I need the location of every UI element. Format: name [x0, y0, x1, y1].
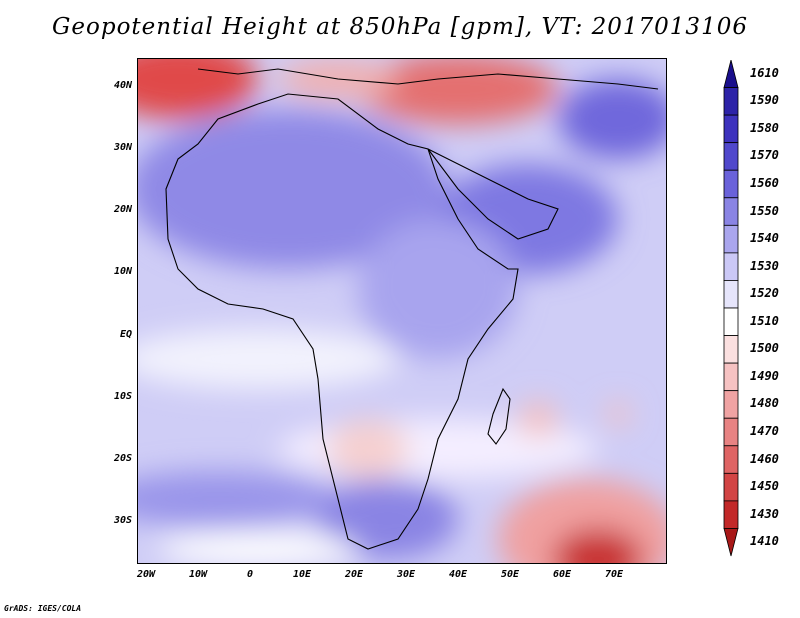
colorbar-top-triangle — [723, 60, 739, 88]
colorbar-label: 1560 — [750, 176, 779, 190]
lon-label-10e: 10E — [292, 569, 312, 580]
map-plot-area — [137, 58, 667, 564]
lat-label-20s: 20S — [113, 453, 132, 464]
lon-label-0: 0 — [246, 569, 254, 580]
colorbar-bottom-triangle — [723, 528, 739, 557]
colorbar-label: 1450 — [750, 479, 779, 494]
lon-label-50e: 50E — [500, 569, 520, 580]
colorbar-label: 1540 — [750, 231, 779, 246]
colorbar-cell — [723, 307, 739, 336]
lon-label-20w: 20W — [136, 569, 156, 580]
lon-label-20e: 20E — [344, 569, 364, 580]
colorbar-label: 1590 — [750, 93, 779, 108]
lon-label-60e: 60E — [552, 569, 572, 580]
colorbar-cell — [723, 197, 739, 226]
colorbar-label: 1490 — [750, 368, 779, 383]
colorbar-label: 1580 — [750, 120, 779, 135]
colorbar-label: 1480 — [750, 396, 779, 411]
colorbar-cell — [723, 362, 739, 392]
colorbar-cell — [723, 390, 739, 419]
colorbar-label: 1430 — [750, 506, 779, 521]
colorbar-cell — [723, 445, 739, 474]
colorbar-label: 1470 — [750, 424, 779, 438]
grads-credit: GrADS: IGES/COLA — [4, 604, 82, 613]
colorbar-label: 1610 — [750, 65, 779, 80]
colorbar-cell — [723, 169, 739, 199]
colorbar-cell — [723, 417, 739, 447]
colorbar-label: 1550 — [750, 203, 779, 218]
colorbar-cell — [723, 87, 739, 116]
colorbar-cell — [723, 224, 739, 254]
lat-label-30n: 30N — [113, 142, 132, 153]
lat-label-20n: 20N — [113, 204, 132, 215]
colorbar-label: 1410 — [750, 534, 779, 549]
lon-label-30e: 30E — [396, 569, 416, 580]
colorbar-cell — [723, 252, 739, 281]
colorbar-label: 1510 — [750, 313, 779, 328]
colorbar-cell — [723, 335, 739, 364]
lat-label-10n: 10N — [113, 266, 132, 277]
height-field — [138, 59, 666, 563]
colorbar-cell — [723, 142, 739, 171]
geopotential-map — [138, 59, 666, 563]
colorbar-label: 1460 — [750, 451, 779, 466]
lat-label-eq: EQ — [119, 329, 132, 340]
lon-label-40e: 40E — [448, 569, 468, 580]
lat-label-30s: 30S — [113, 515, 132, 526]
lon-label-70e: 70E — [604, 569, 624, 580]
colorbar-cell — [723, 280, 739, 309]
colorbar-label: 1500 — [750, 341, 779, 356]
colorbar-cell — [723, 472, 739, 502]
colorbar-label: 1520 — [750, 286, 779, 301]
map-title: Geopotential Height at 850hPa [gpm], VT:… — [52, 14, 748, 40]
colorbar-label: 1570 — [750, 148, 779, 163]
lon-label-10w: 10W — [188, 569, 208, 580]
colorbar-label: 1530 — [750, 258, 779, 273]
colorbar-graphic — [723, 60, 739, 557]
colorbar-cell — [723, 114, 739, 144]
lat-label-40n: 40N — [113, 80, 132, 91]
coastline-outlines — [165, 68, 659, 550]
colorbar-cell — [723, 500, 739, 529]
lat-label-10s: 10S — [113, 391, 132, 402]
